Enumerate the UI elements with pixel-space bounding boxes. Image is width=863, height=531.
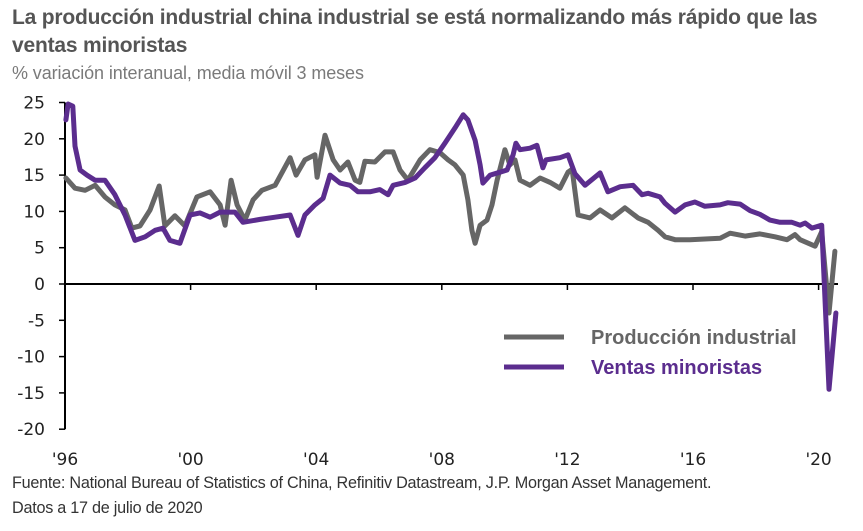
y-tick-label: 0	[34, 275, 45, 295]
x-tick-label: '96	[52, 450, 78, 470]
legend: Producción industrial Ventas minoristas	[504, 327, 797, 379]
legend-label-industrial: Producción industrial	[591, 327, 797, 349]
x-tick-label: '00	[177, 450, 203, 470]
y-tick-label: -20	[17, 420, 45, 440]
y-tick-label: 10	[23, 202, 45, 222]
series-line-retail	[63, 101, 839, 392]
y-axis: -20 -15 -10 -5 0 5 10 15 20 25	[17, 94, 66, 440]
y-tick-label: -5	[28, 311, 45, 331]
legend-label-retail: Ventas minoristas	[591, 357, 762, 379]
y-tick-label: 25	[23, 94, 45, 114]
series-lines	[63, 101, 839, 392]
chart-subtitle: % variación interanual, media móvil 3 me…	[12, 63, 364, 83]
y-tick-label: 20	[23, 130, 45, 150]
footer: Fuente: National Bureau of Statistics of…	[12, 471, 862, 521]
y-tick-label: 5	[34, 239, 45, 259]
x-tick-label: '08	[429, 450, 455, 470]
chart-title: La producción industrial china industria…	[12, 6, 818, 57]
source-note: Fuente: National Bureau of Statistics of…	[12, 474, 712, 492]
x-tick-label: '20	[805, 450, 831, 470]
series-line-industrial	[63, 132, 838, 316]
y-tick-label: -10	[17, 348, 45, 368]
x-tick-label: '12	[554, 450, 580, 470]
date-note: Datos a 17 de julio de 2020	[12, 499, 203, 517]
x-axis: '96 '00 '04 '08 '12 '16 '20	[52, 283, 838, 470]
x-tick-label: '16	[680, 450, 706, 470]
y-tick-label: -15	[17, 384, 45, 404]
y-tick-label: 15	[23, 166, 45, 186]
x-tick-label: '04	[303, 450, 329, 470]
